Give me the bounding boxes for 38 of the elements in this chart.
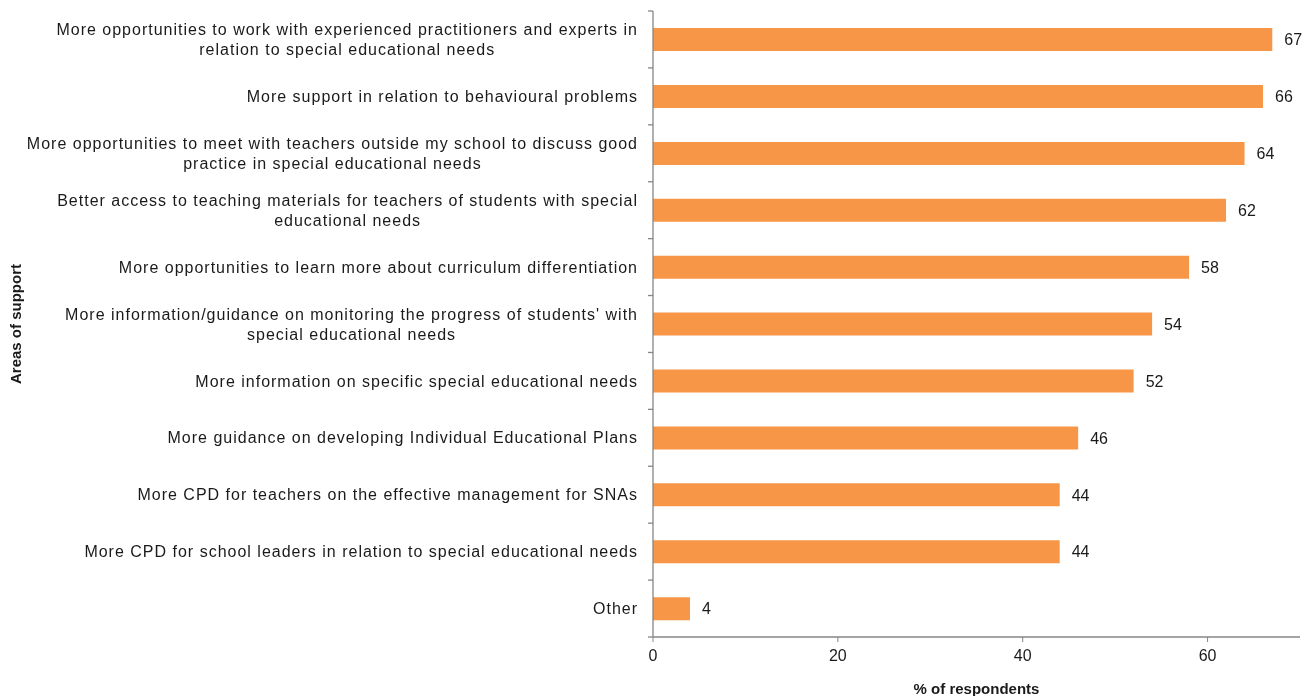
bar — [653, 28, 1273, 52]
y-tick-label: More CPD for teachers on the effective management for SNAs — [137, 486, 638, 504]
data-label: 67 — [1284, 31, 1303, 49]
y-tick-label: More opportunities to learn more about curriculum differentiation — [118, 258, 638, 276]
y-axis-title: Areas of support — [7, 263, 25, 385]
data-label: 64 — [1256, 145, 1275, 163]
y-tick-label: More guidance on developing Individual Educational Plans — [167, 429, 638, 447]
bar — [653, 369, 1134, 393]
data-label: 44 — [1071, 486, 1090, 504]
x-tick-label: 0 — [648, 647, 658, 665]
y-tick-label: More information/guidance on monitoring the progress of students' with special educational needs — [65, 305, 638, 343]
y-tick-label: More opportunities to meet with teachers outside my school to discuss good practice in special educational needs — [26, 134, 638, 172]
data-label: 4 — [701, 600, 711, 618]
bar — [653, 198, 1227, 222]
data-label: 66 — [1275, 88, 1293, 106]
x-tick-label: 20 — [828, 647, 847, 665]
bar — [653, 255, 1190, 279]
data-label: 52 — [1145, 372, 1164, 390]
y-tick-label: More CPD for school leaders in relation to special educational needs — [84, 543, 638, 561]
bar — [653, 483, 1060, 507]
bar — [653, 426, 1079, 450]
data-label: 58 — [1201, 258, 1219, 276]
y-tick-label: Other — [592, 600, 638, 618]
bar — [653, 141, 1245, 165]
data-label: 46 — [1090, 429, 1109, 447]
bar — [653, 597, 690, 621]
data-label: 54 — [1164, 315, 1183, 333]
x-tick-label: 60 — [1198, 647, 1217, 665]
bar — [653, 540, 1060, 564]
bar — [653, 84, 1264, 108]
y-tick-label: More information on specific special educational needs — [195, 372, 638, 390]
y-tick-label: More opportunities to work with experienced practitioners and experts in relation to special educational needs — [56, 21, 638, 59]
data-label: 44 — [1071, 543, 1090, 561]
x-tick-label: 40 — [1013, 647, 1032, 665]
data-label: 62 — [1238, 201, 1256, 219]
bar — [653, 312, 1153, 336]
y-tick-label: Better access to teaching materials for teachers of students with special educational needs — [57, 191, 638, 229]
y-tick-label: More support in relation to behavioural problems — [246, 87, 638, 105]
